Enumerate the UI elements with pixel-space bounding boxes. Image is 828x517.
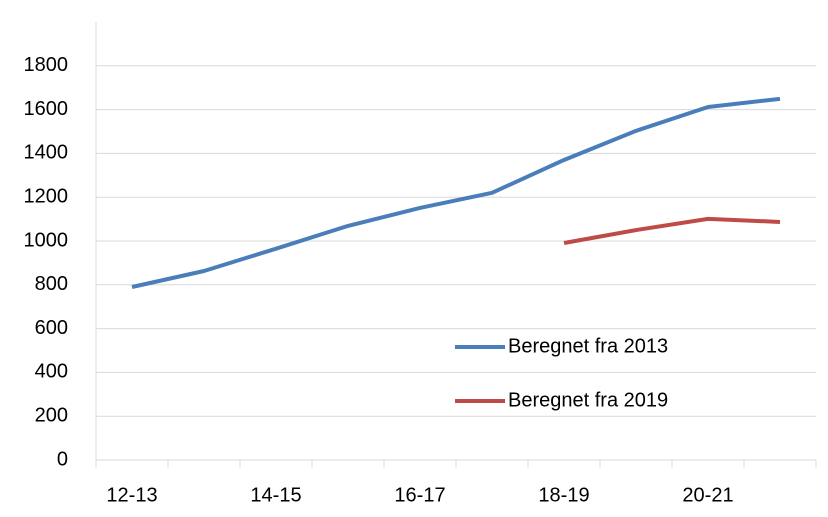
- legend-label: Beregnet fra 2019: [508, 389, 668, 411]
- x-tick-label: 14-15: [250, 484, 301, 506]
- y-tick-label: 1400: [24, 142, 69, 164]
- y-tick-label: 400: [35, 361, 68, 383]
- series-line: [131, 96, 781, 289]
- y-tick-label: 1800: [24, 54, 69, 76]
- series-line: [563, 216, 781, 245]
- y-tick-label: 1200: [24, 185, 69, 207]
- y-tick-label: 0: [57, 448, 68, 470]
- x-tick-label: 18-19: [538, 484, 589, 506]
- y-tick-label: 600: [35, 317, 68, 339]
- y-tick-label: 800: [35, 273, 68, 295]
- x-tick-label: 12-13: [106, 484, 157, 506]
- legend-label: Beregnet fra 2013: [508, 335, 668, 357]
- y-tick-label: 1600: [24, 98, 69, 120]
- y-tick-label: 200: [35, 404, 68, 426]
- y-tick-label: 1000: [24, 229, 69, 251]
- x-tick-label: 16-17: [394, 484, 445, 506]
- x-tick-label: 20-21: [682, 484, 733, 506]
